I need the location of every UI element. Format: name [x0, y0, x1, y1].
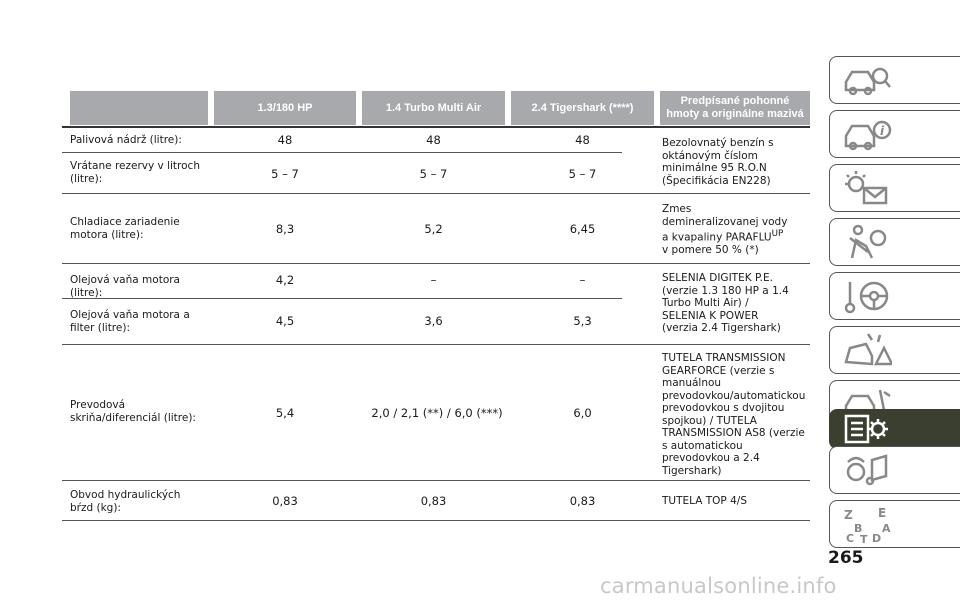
table-cell-value: 5 – 7	[419, 167, 448, 181]
coolant-note-superscript: UP	[771, 229, 784, 239]
row-divider	[62, 193, 810, 194]
table-row-label: Chladiace zariadenie motora (litre):	[70, 216, 180, 241]
table-row-label: Prevodová skriňa/diferenciál (litre):	[70, 399, 196, 424]
table-cell-value: 6,0	[573, 406, 592, 420]
table-cell-value: 48	[426, 133, 441, 147]
row-divider	[62, 520, 810, 521]
table-cell-value: –	[579, 273, 586, 287]
table-note-oil: SELENIA DIGITEK P.E. (verzie 1.3 180 HP …	[662, 272, 789, 334]
table-note-fuel: Bezolovnatý benzín s oktánovým číslom mi…	[662, 137, 774, 187]
table-header-col2: 1.4 Turbo Multi Air	[362, 91, 505, 125]
table-header-col1: 1.3/180 HP	[214, 91, 356, 125]
multimedia-icon[interactable]	[829, 446, 960, 494]
car-crash-warning-icon[interactable]	[829, 326, 960, 374]
table-cell-value: 5,2	[424, 222, 443, 236]
table-header-rule	[62, 126, 810, 128]
row-divider	[62, 344, 810, 345]
index-letter: E	[878, 506, 886, 520]
technical-data-gear-icon[interactable]	[829, 409, 960, 449]
alphabetical-index-icon[interactable]: Z E B A C T D	[829, 500, 960, 548]
key-steering-wheel-icon[interactable]	[829, 272, 960, 320]
page-number: 265	[828, 548, 864, 568]
table-row-label: Palivová nádrž (litre):	[70, 134, 182, 146]
car-search-icon[interactable]	[829, 56, 960, 104]
table-note-brake: TUTELA TOP 4/S	[662, 495, 747, 507]
table-cell-value: 0,83	[569, 494, 596, 508]
index-letter: A	[882, 522, 891, 535]
table-cell-value: 5,3	[573, 314, 592, 328]
coolant-note-text-end: v pomere 50 % (*)	[662, 244, 759, 256]
row-divider	[62, 298, 622, 299]
table-cell-value: –	[430, 273, 437, 287]
watermark: carmanualsonline.info	[600, 574, 837, 598]
table-cell-value: 0,83	[420, 494, 447, 508]
table-cell-value: 8,3	[275, 222, 295, 236]
table-row-label: Obvod hydraulických bŕzd (kg):	[70, 489, 181, 514]
table-cell-value: 5 – 7	[568, 167, 597, 181]
table-note-transmission: TUTELA TRANSMISSION GEARFORCE (verzie s …	[662, 352, 806, 477]
svg-text:i: i	[880, 124, 885, 138]
airbag-seatbelt-icon[interactable]	[829, 218, 960, 266]
table-header-col4: Predpísané pohonné hmoty a originálne ma…	[660, 91, 810, 125]
table-row-label: Olejová vaňa motora (litre):	[70, 274, 180, 299]
row-divider	[62, 263, 810, 264]
table-cell-value: 6,45	[569, 222, 596, 236]
table-header-empty	[70, 91, 208, 125]
table-cell-value: 48	[277, 133, 293, 147]
index-letter: B	[854, 522, 862, 535]
row-divider	[62, 480, 810, 481]
table-row-label: Olejová vaňa motora a filter (litre):	[70, 309, 190, 334]
table-cell-value: 48	[575, 133, 590, 147]
table-note-coolant: Zmes demineralizovanej vody a kvapaliny …	[662, 203, 790, 257]
coolant-note-text: Zmes demineralizovanej vody a kvapaliny …	[662, 203, 788, 244]
table-cell-value: 5 – 7	[271, 167, 299, 181]
car-info-icon[interactable]: i	[829, 110, 960, 158]
row-divider	[62, 152, 622, 153]
table-cell-value: 4,5	[275, 314, 295, 328]
table-cell-value: 5,4	[275, 406, 295, 420]
index-letter: Z	[844, 508, 853, 522]
table-cell-value: 0,83	[272, 494, 298, 508]
table-cell-value: 4,2	[275, 273, 295, 287]
table-cell-value: 2,0 / 2,1 (**) / 6,0 (***)	[371, 406, 503, 420]
warning-light-message-icon[interactable]	[829, 164, 960, 212]
table-header-col3: 2.4 Tigershark (****)	[511, 91, 654, 125]
index-letter: T	[860, 533, 868, 544]
index-letter: D	[872, 532, 881, 544]
table-cell-value: 3,6	[424, 314, 443, 328]
index-letter: C	[846, 532, 854, 544]
table-row-label: Vrátane rezervy v litroch (litre):	[70, 160, 200, 185]
